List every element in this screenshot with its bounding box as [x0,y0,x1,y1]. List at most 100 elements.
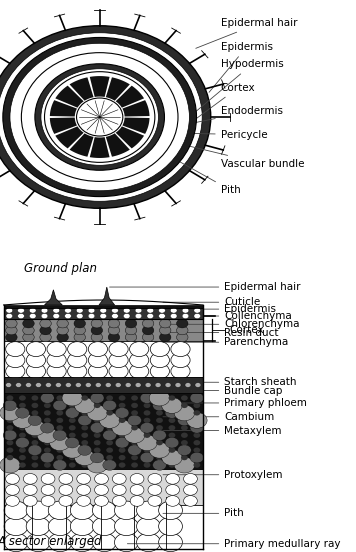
Circle shape [115,407,129,418]
Text: Cortex: Cortex [230,325,264,335]
Circle shape [41,496,55,506]
Circle shape [26,533,50,551]
Circle shape [137,517,160,535]
Circle shape [59,474,73,484]
Circle shape [69,425,76,431]
Circle shape [130,353,149,368]
Circle shape [131,410,138,416]
Circle shape [124,427,145,443]
Circle shape [81,425,88,431]
Circle shape [106,395,113,401]
Circle shape [159,517,182,535]
Circle shape [41,308,48,313]
Circle shape [142,319,154,328]
Circle shape [74,450,95,465]
Circle shape [36,383,42,388]
Circle shape [94,433,101,438]
Circle shape [53,460,67,470]
Circle shape [195,383,201,388]
Circle shape [143,448,151,453]
Circle shape [4,517,28,535]
Circle shape [181,455,188,460]
Circle shape [70,533,94,551]
Circle shape [93,517,116,535]
Circle shape [109,353,128,368]
Circle shape [181,433,188,438]
Circle shape [182,308,189,313]
Circle shape [68,364,87,379]
Circle shape [156,440,163,445]
Circle shape [150,364,169,379]
Circle shape [19,455,26,460]
Circle shape [6,418,14,423]
Text: Protoxylem: Protoxylem [163,470,283,480]
Circle shape [0,26,211,208]
Circle shape [6,395,14,401]
Text: Resin duct: Resin duct [163,327,279,338]
Circle shape [168,448,176,453]
Circle shape [66,383,71,388]
Circle shape [178,445,191,455]
Circle shape [108,326,120,335]
Circle shape [131,440,138,445]
Circle shape [6,474,19,484]
Bar [4,319,203,341]
Bar [4,305,203,308]
Circle shape [48,517,72,535]
Circle shape [21,52,178,182]
Circle shape [166,496,179,506]
Circle shape [26,383,31,388]
Circle shape [190,452,204,463]
Circle shape [94,448,101,453]
Circle shape [187,412,207,428]
Circle shape [3,430,17,440]
Circle shape [156,418,163,423]
Circle shape [3,400,17,411]
Circle shape [178,415,191,426]
Circle shape [56,455,63,460]
Text: Epidermis: Epidermis [209,42,273,92]
Text: Epidermis: Epidermis [163,304,276,314]
Circle shape [124,308,130,313]
Circle shape [153,430,166,440]
Text: Cambium: Cambium [163,412,274,422]
Circle shape [56,410,63,416]
Circle shape [162,397,182,413]
Circle shape [77,308,83,313]
Circle shape [130,342,149,357]
Circle shape [56,383,62,388]
Circle shape [53,308,59,313]
Bar [4,505,203,549]
Circle shape [56,418,63,423]
Circle shape [70,517,94,535]
Circle shape [47,364,66,379]
Circle shape [159,314,165,319]
Circle shape [19,425,26,431]
Circle shape [0,33,202,201]
Circle shape [147,308,153,313]
Text: Pericycle: Pericycle [154,130,267,140]
Circle shape [93,501,116,519]
Circle shape [171,314,177,319]
Polygon shape [106,134,130,157]
Circle shape [44,418,51,423]
Circle shape [6,326,17,335]
Circle shape [69,455,76,460]
Text: Primary medullary ray: Primary medullary ray [127,539,341,549]
Circle shape [115,517,138,535]
Circle shape [193,440,200,445]
Circle shape [23,319,34,328]
Circle shape [28,415,42,426]
Circle shape [124,314,130,319]
Circle shape [69,463,76,468]
Circle shape [140,392,154,404]
Circle shape [19,463,26,468]
Circle shape [35,64,164,170]
Circle shape [26,501,50,519]
Circle shape [59,485,73,495]
Circle shape [125,333,137,342]
Circle shape [106,410,113,416]
Circle shape [119,403,126,408]
Circle shape [166,485,179,495]
Circle shape [125,326,137,335]
